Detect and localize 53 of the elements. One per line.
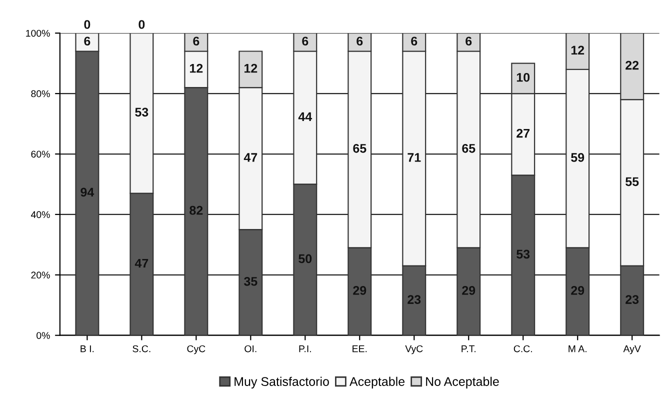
x-tick-label: S.C. [132,345,150,352]
x-tick-label: EE. [352,345,367,352]
data-label: 6 [466,36,472,46]
legend-label: Aceptable [349,376,405,388]
data-label: 12 [571,46,584,54]
data-label: 35 [244,276,258,286]
data-label: 12 [190,64,203,73]
data-label: 6 [302,36,308,46]
data-label: 12 [244,64,258,73]
x-tick-label: AyV [623,345,641,354]
data-label: 59 [571,153,584,162]
data-label: 71 [408,153,421,162]
data-label: 65 [353,144,366,153]
data-label: 44 [298,112,312,121]
data-label: 29 [462,286,476,295]
x-tick-label: CyC [187,345,206,354]
data-label: 6 [356,36,363,46]
y-tick-label: 0% [36,332,50,339]
data-label: 23 [626,295,639,304]
data-label: 53 [135,108,148,117]
data-label: 0 [84,20,90,29]
data-label: 10 [516,72,530,82]
y-tick-label: 100% [26,30,50,37]
legend-label: Muy Satisfactorio [234,376,329,388]
data-label: 94 [80,188,94,197]
x-tick-label: VyC [405,345,423,354]
y-tick-label: 40% [30,211,50,218]
x-tick-label: OI. [244,345,256,352]
data-label: 23 [408,295,421,304]
data-label: 55 [626,177,639,186]
data-label: 65 [462,144,476,153]
y-tick-label: 20% [31,272,50,279]
data-label: 50 [298,254,312,264]
data-label: 22 [626,60,639,70]
data-label: 6 [84,36,90,46]
y-tick-label: 60% [31,150,50,158]
data-label: 6 [193,36,200,46]
legend-label: No Aceptable [426,376,499,388]
data-label: 82 [190,206,203,215]
x-tick-label: B I. [80,345,94,352]
data-label: 6 [411,36,418,46]
x-tick-label: C.C. [514,345,532,352]
data-label: 53 [516,250,530,259]
data-label: 47 [134,258,148,268]
data-label: 0 [138,20,145,29]
data-label: 29 [353,286,366,295]
x-tick-label: P.I. [299,345,311,352]
data-label: 29 [571,286,584,295]
y-tick-label: 80% [31,90,50,98]
x-tick-label: P.T. [462,345,476,352]
data-label: 27 [516,128,530,138]
data-label: 47 [244,153,258,162]
x-tick-label: M A. [568,345,586,352]
